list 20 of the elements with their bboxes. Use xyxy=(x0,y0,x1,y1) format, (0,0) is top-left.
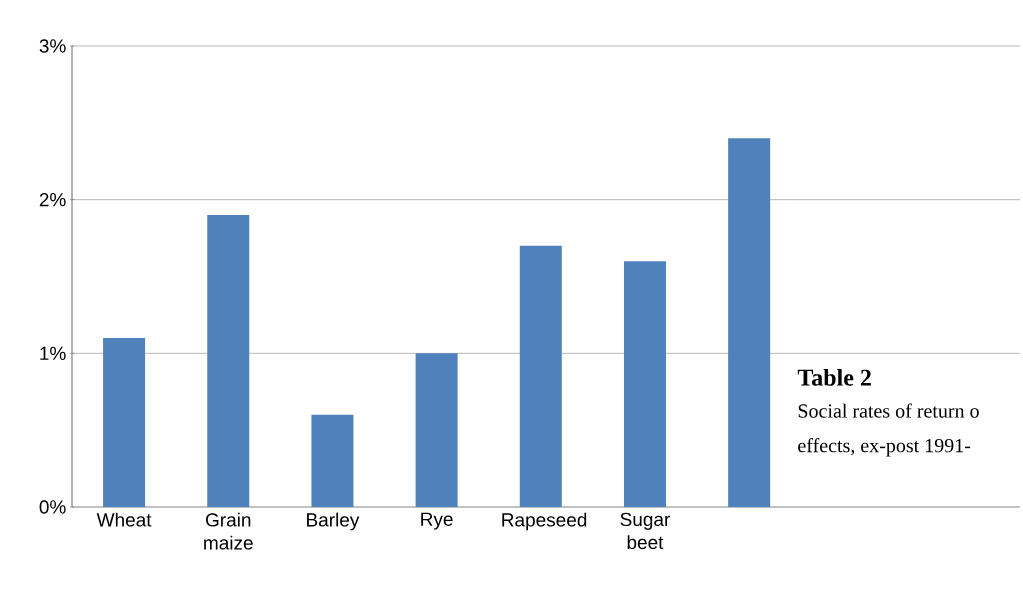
bar xyxy=(311,414,354,507)
bar xyxy=(728,138,771,507)
annotation: Social rates of return o xyxy=(798,403,979,418)
y-tick-label: 0% xyxy=(39,500,66,514)
bar xyxy=(519,245,562,507)
bar xyxy=(623,261,666,507)
y-tick-label: 2% xyxy=(39,192,66,207)
bar xyxy=(103,337,146,507)
x-tick-label: Rapeseed xyxy=(502,512,587,531)
annotation: effects, ex-post 1991- xyxy=(798,438,971,457)
annotation: Table 2 xyxy=(797,368,871,386)
x-tick-label: Barley xyxy=(307,512,360,531)
y-tick-label: 3% xyxy=(39,39,66,53)
bar xyxy=(415,353,458,507)
bar xyxy=(207,215,250,507)
x-tick-label: Sugar beet xyxy=(620,512,670,550)
x-tick-label: Grain maize xyxy=(204,512,253,550)
x-tick-label: Wheat xyxy=(96,512,152,527)
x-tick-label: Rye xyxy=(421,512,453,530)
y-tick-label: 1% xyxy=(40,346,66,360)
